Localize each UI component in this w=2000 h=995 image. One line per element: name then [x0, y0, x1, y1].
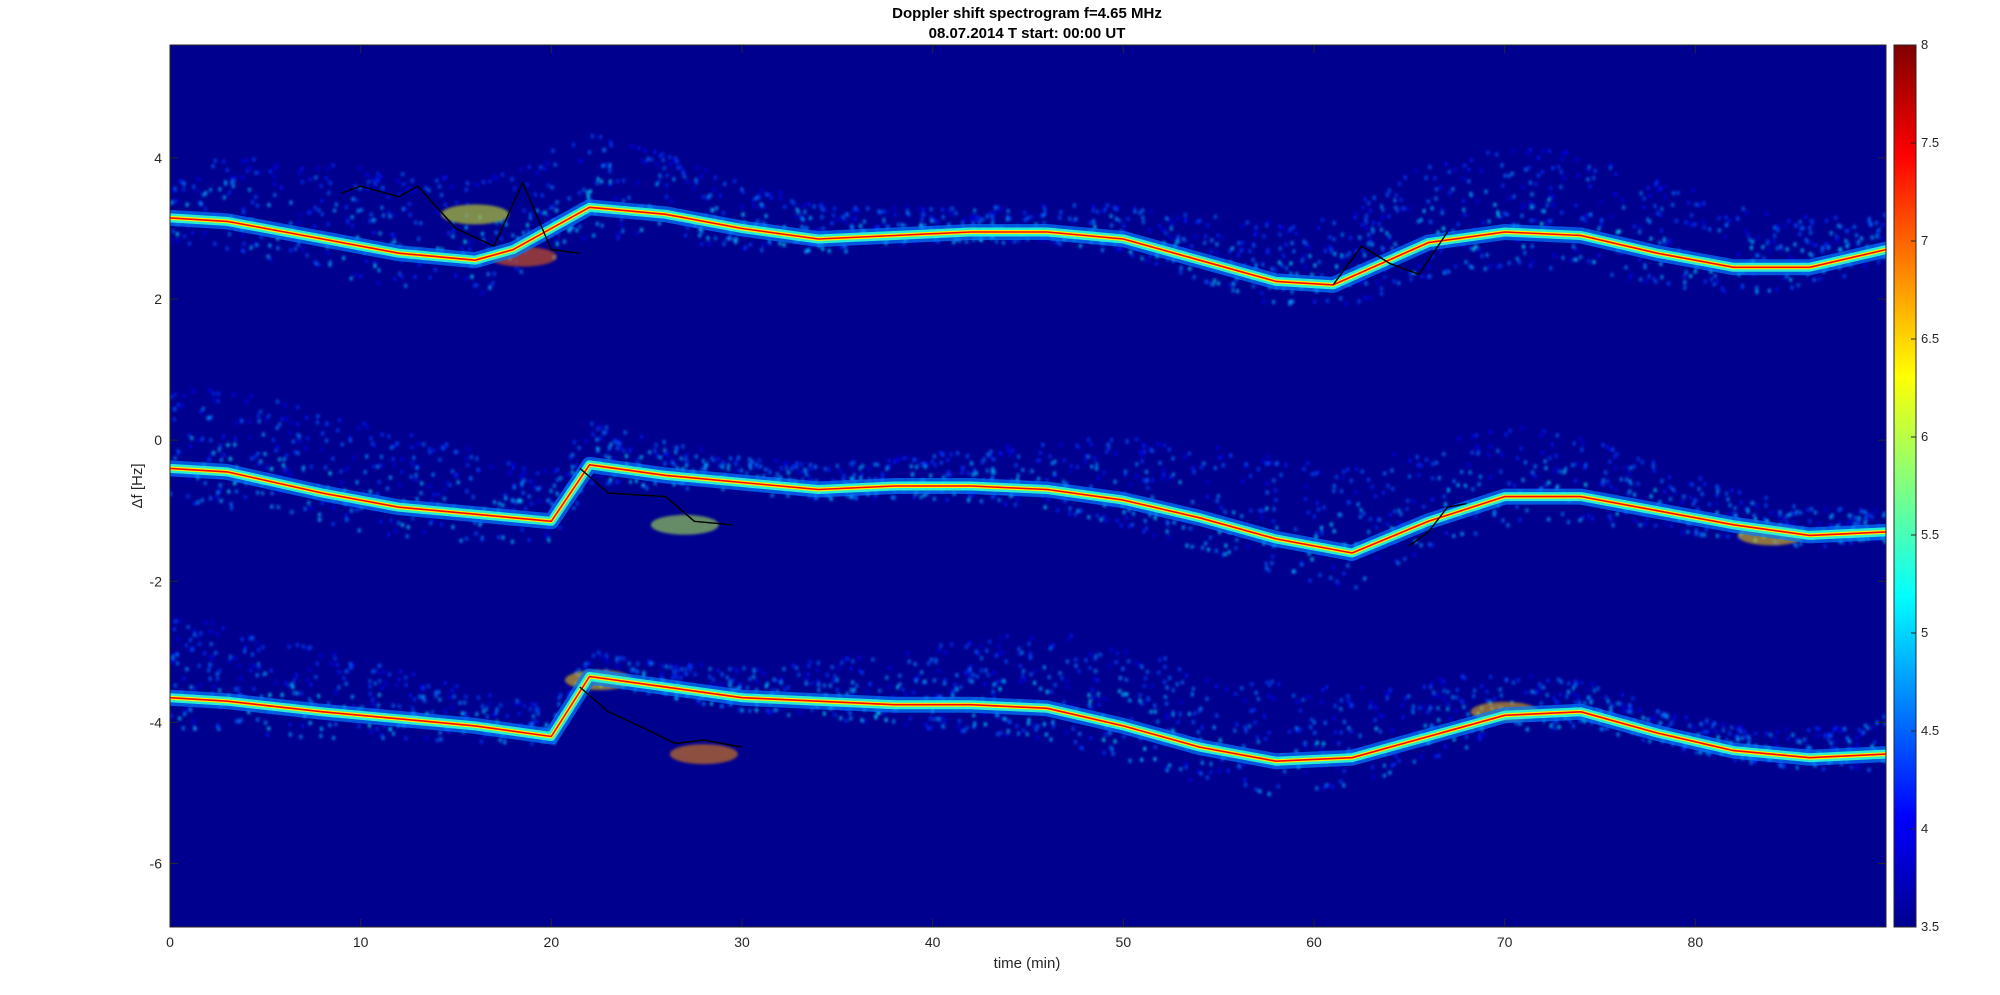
colorbar-tick-label: 4	[1921, 821, 1928, 836]
overlay-trace-1	[341, 180, 580, 254]
bright-patch	[669, 744, 738, 765]
x-tick-label: 50	[1116, 934, 1132, 950]
colorbar-tick-label: 4.5	[1921, 723, 1939, 738]
spectrogram-traces	[170, 199, 1886, 770]
x-tick-label: 80	[1688, 934, 1704, 950]
y-tick-label: 2	[154, 291, 162, 307]
y-axis-label: Δf [Hz]	[129, 463, 146, 508]
colorbar-tick-label: 6	[1921, 429, 1928, 444]
colorbar-tick-label: 3.5	[1921, 919, 1939, 934]
y-tick-label: -4	[150, 714, 163, 730]
x-tick-label: 70	[1497, 934, 1513, 950]
x-axis-label: time (min)	[994, 955, 1061, 972]
plot-frame	[169, 44, 1887, 928]
x-tick-label: 60	[1306, 934, 1322, 950]
bright-patch	[650, 514, 719, 535]
chart-title: Doppler shift spectrogram f=4.65 MHz	[892, 5, 1162, 22]
overlay-trace-4	[1408, 502, 1467, 547]
x-tick-label: 0	[166, 934, 174, 950]
x-tick-label: 20	[544, 934, 560, 950]
chart-subtitle: 08.07.2014 T start: 00:00 UT	[929, 25, 1126, 42]
colorbar-tick-label: 8	[1921, 37, 1928, 52]
colorbar-tick-label: 5	[1921, 625, 1928, 640]
overlay-trace-2	[1332, 231, 1449, 286]
colorbar-tick-label: 7	[1921, 233, 1928, 248]
colorbar-ticks: 8 7.5 7 6.5 6 5.5 5 4.5 4 3.5	[1911, 37, 1939, 934]
overlay-traces	[341, 180, 1467, 748]
overlay-trace-3	[579, 467, 733, 526]
y-tick-label: 0	[154, 432, 162, 448]
y-tick-label: 4	[154, 150, 162, 166]
y-tick-label: -6	[150, 855, 163, 871]
colorbar-tick-label: 5.5	[1921, 527, 1939, 542]
series-line-3	[170, 675, 1886, 763]
x-tick-label: 40	[925, 934, 941, 950]
x-tick-label: 30	[734, 934, 750, 950]
y-tick-label: -2	[150, 573, 163, 589]
overlay-trace-5	[579, 686, 743, 748]
y-axis: 4 2 0 -2 -4 -6	[150, 150, 1886, 871]
colorbar-tick-label: 6.5	[1921, 331, 1939, 346]
x-axis: 0 10 20 30 40 50 60 70 80	[166, 45, 1703, 950]
series-line-2	[170, 463, 1886, 554]
series-line-1	[170, 206, 1886, 286]
colorbar	[1893, 44, 1917, 928]
x-tick-label: 10	[353, 934, 369, 950]
bright-patch	[441, 204, 510, 225]
colorbar-tick-label: 7.5	[1921, 135, 1939, 150]
